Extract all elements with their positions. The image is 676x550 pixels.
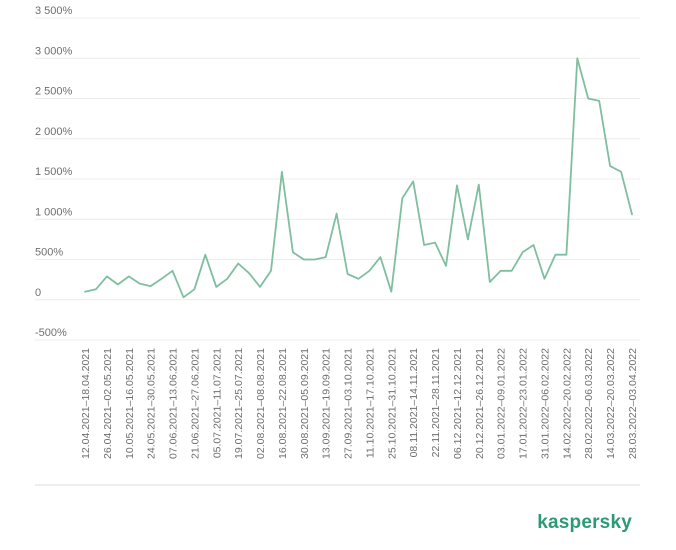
- y-tick-label: 0: [35, 287, 41, 299]
- x-tick-label: 24.05.2021–30.05.2021: [146, 348, 158, 459]
- x-tick-label: 03.01.2022–09.01.2022: [496, 348, 508, 459]
- x-tick-label: 13.09.2021–19.09.2021: [321, 348, 333, 459]
- x-tick-label: 22.11.2021–28.11.2021: [430, 348, 442, 458]
- x-tick-label: 10.05.2021–16.05.2021: [124, 348, 136, 459]
- x-tick-label: 28.03.2022–03.04.2022: [627, 348, 639, 459]
- x-tick-label: 02.08.2021–08.08.2021: [255, 348, 267, 459]
- x-tick-label: 12.04.2021–18.04.2021: [80, 348, 92, 459]
- y-tick-label: -500%: [35, 327, 67, 339]
- x-axis-ticks: 12.04.2021–18.04.2021 26.04.2021–02.05.20…: [80, 348, 639, 459]
- x-tick-label: 06.12.2021–12.12.2021: [452, 348, 464, 459]
- x-tick-label: 05.07.2021–11.07.2021: [211, 348, 223, 458]
- x-tick-label: 30.08.2021–05.09.2021: [299, 348, 311, 459]
- y-tick-label: 2 500%: [35, 86, 73, 98]
- x-tick-label: 08.11.2021–14.11.2021: [408, 348, 420, 458]
- y-axis-ticks: -500% 0 500% 1 000% 1 500% 2 000% 2 500% 3 000%…: [35, 5, 73, 339]
- x-tick-label: 07.06.2021–13.06.2021: [168, 348, 180, 459]
- x-tick-label: 31.01.2022–06.02.2022: [539, 348, 551, 459]
- x-tick-label: 19.07.2021–25.07.2021: [233, 348, 245, 459]
- y-tick-label: 3 000%: [35, 45, 73, 57]
- x-tick-label: 26.04.2021–02.05.2021: [102, 348, 114, 459]
- y-tick-label: 1 500%: [35, 166, 73, 178]
- x-tick-label: 28.02.2022–06.03.2022: [583, 348, 595, 459]
- x-tick-label: 25.10.2021–31.10.2021: [386, 348, 398, 459]
- y-tick-label: 500%: [35, 247, 63, 259]
- y-tick-label: 1 000%: [35, 206, 73, 218]
- x-tick-label: 16.08.2021–22.08.2021: [277, 348, 289, 459]
- x-tick-label: 20.12.2021–26.12.2021: [474, 348, 486, 459]
- series-line: [84, 57, 633, 299]
- y-tick-label: 3 500%: [35, 5, 73, 17]
- x-tick-label: 11.10.2021–17.10.2021: [364, 348, 376, 458]
- x-tick-label: 17.01.2022–23.01.2022: [518, 348, 530, 459]
- x-tick-label: 27.09.2021–03.10.2021: [343, 348, 355, 459]
- x-tick-label: 14.02.2022–20.02.2022: [561, 348, 573, 459]
- x-tick-label: 14.03.2022–20.03.2022: [605, 348, 617, 459]
- kaspersky-logo: kaspersky: [537, 512, 632, 533]
- y-tick-label: 2 000%: [35, 126, 73, 138]
- grid-lines: [35, 17, 640, 341]
- x-tick-label: 21.06.2021–27.06.2021: [189, 348, 201, 459]
